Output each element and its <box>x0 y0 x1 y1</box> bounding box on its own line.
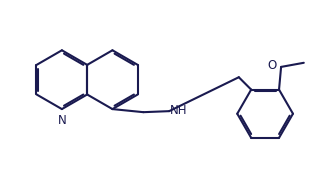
Text: NH: NH <box>170 104 187 117</box>
Text: O: O <box>268 59 277 72</box>
Text: N: N <box>58 114 66 127</box>
